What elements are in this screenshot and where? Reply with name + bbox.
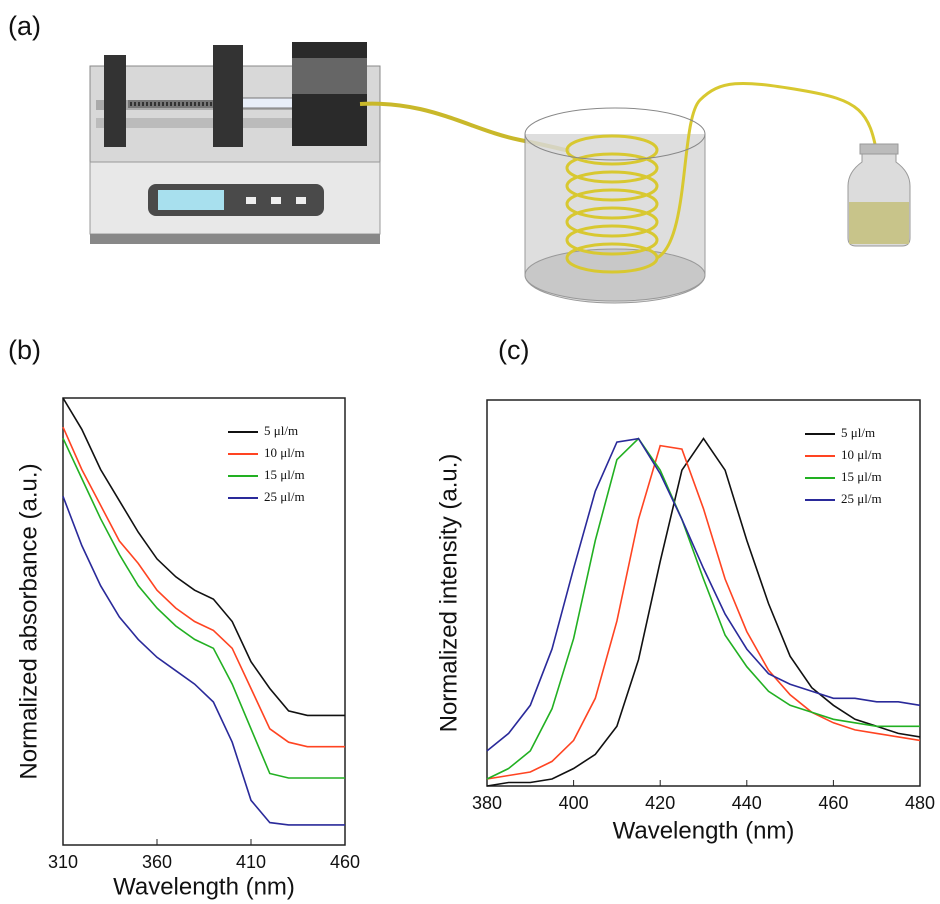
- panel-label: (c): [498, 335, 529, 365]
- data-line: [62, 496, 345, 826]
- data-line: [486, 437, 921, 787]
- legend-label: 10 μl/m: [264, 445, 305, 460]
- x-tick-label: 460: [818, 793, 848, 813]
- schematic: [89, 42, 911, 304]
- panel-label: (a): [8, 11, 41, 41]
- data-line: [486, 444, 921, 780]
- data-line: [62, 397, 345, 717]
- legend-label: 15 μl/m: [264, 467, 305, 482]
- x-tick-label: 410: [236, 852, 266, 872]
- plot-frame: [486, 399, 921, 787]
- x-tick-label: 310: [48, 852, 78, 872]
- x-tick-label: 380: [472, 793, 502, 813]
- x-tick-label: 420: [645, 793, 675, 813]
- x-tick-label: 460: [330, 852, 360, 872]
- data-line: [486, 437, 921, 752]
- x-tick-label: 480: [905, 793, 935, 813]
- legend-label: 5 μl/m: [841, 425, 875, 440]
- data-line: [62, 437, 345, 779]
- legend-label: 25 μl/m: [264, 489, 305, 504]
- x-tick-label: 360: [142, 852, 172, 872]
- y-axis-title: Normalized intensity (a.u.): [435, 454, 462, 733]
- data-line: [62, 426, 345, 748]
- legend-label: 10 μl/m: [841, 447, 882, 462]
- x-axis-title: Wavelength (nm): [613, 817, 795, 844]
- x-tick-label: 440: [732, 793, 762, 813]
- y-axis-title: Normalized absorbance (a.u.): [15, 463, 42, 779]
- x-axis-title: Wavelength (nm): [113, 873, 295, 900]
- legend-label: 25 μl/m: [841, 491, 882, 506]
- legend-label: 5 μl/m: [264, 423, 298, 438]
- panel-label: (b): [8, 335, 41, 365]
- data-line: [486, 437, 920, 780]
- x-tick-label: 400: [559, 793, 589, 813]
- plot-frame: [62, 397, 346, 846]
- legend-label: 15 μl/m: [841, 469, 882, 484]
